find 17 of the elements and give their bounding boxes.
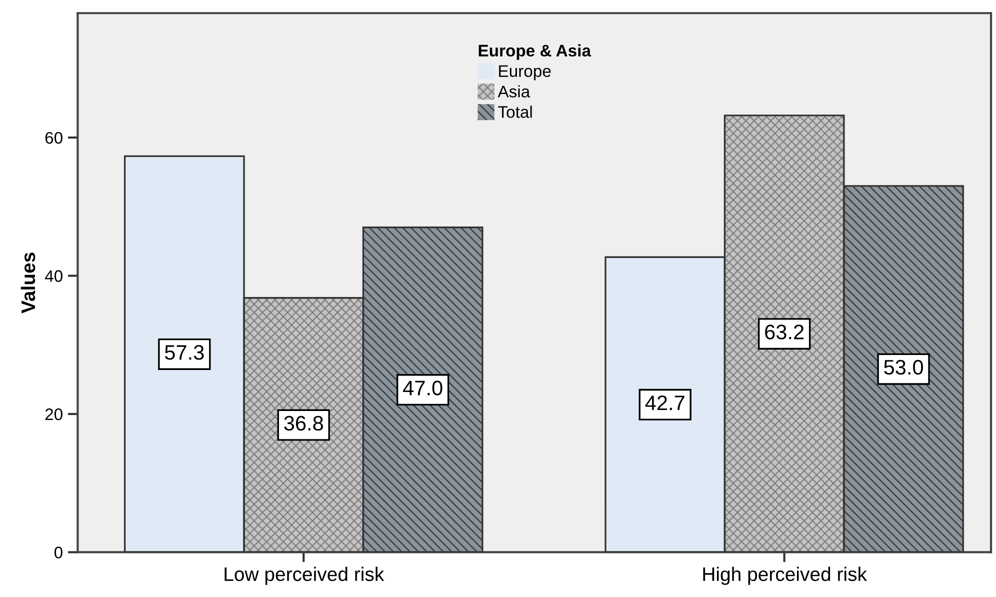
x-tick-label: High perceived risk (703, 566, 868, 585)
legend-label: Europe (499, 65, 551, 80)
y-tick-label: 20 (45, 408, 62, 420)
legend-label: Total (498, 106, 532, 118)
legend-title: Europe & Asia (478, 44, 592, 60)
data-label: 63.2 (765, 324, 804, 340)
y-axis-title: Values (20, 252, 36, 314)
y-tick-label: 60 (45, 132, 62, 144)
data-label: 42.7 (645, 396, 684, 410)
data-label: 53.0 (884, 360, 923, 375)
x-tick-label: Low perceived risk (224, 566, 384, 585)
data-label: 57.3 (164, 345, 204, 360)
data-label: 36.8 (284, 416, 323, 431)
y-tick-label: 40 (44, 270, 62, 282)
legend-label: Asia (498, 85, 530, 98)
data-label: 47.0 (403, 380, 442, 396)
y-tick-label: 0 (54, 546, 62, 558)
